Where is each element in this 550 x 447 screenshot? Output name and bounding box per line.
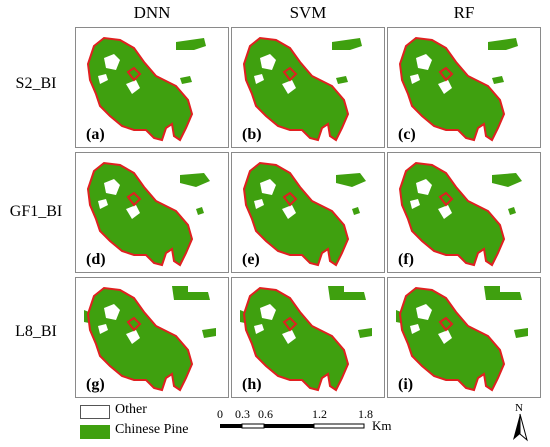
row-header-s2-bi: S2_BI	[15, 75, 57, 92]
panel-label: (d)	[86, 251, 106, 268]
scale-tick-1-8: 1.8	[358, 407, 373, 421]
panel-label: (a)	[86, 126, 105, 143]
scale-unit: Km	[372, 418, 392, 433]
scale-tick-0: 0	[217, 407, 223, 421]
column-header-svm: SVM	[289, 3, 327, 22]
legend-swatch-pine	[80, 425, 110, 439]
map-panel-e: (e)	[231, 152, 385, 273]
scale-tick-1-2: 1.2	[312, 407, 327, 421]
scale-tick-0-6: 0.6	[258, 407, 273, 421]
map-panel-d: (d)	[75, 152, 229, 273]
map-panel-f: (f)	[387, 152, 541, 273]
panel-label: (h)	[242, 376, 262, 393]
panel-label: (g)	[86, 376, 105, 393]
scale-tick-0-3: 0.3	[235, 407, 250, 421]
map-panel-h: (h)	[231, 277, 385, 398]
column-header-dnn: DNN	[133, 3, 171, 22]
map-panel-a: (a)	[75, 27, 229, 148]
panel-label: (i)	[398, 376, 414, 393]
map-panel-b: (b)	[231, 27, 385, 148]
panel-label: (b)	[242, 126, 262, 143]
scale-bar: 0 0.3 0.6 1.2 1.8 Km	[217, 407, 392, 433]
panel-label: (c)	[398, 126, 416, 143]
legend-label-pine: Chinese Pine	[115, 422, 189, 437]
map-panel-i: (i)	[387, 277, 541, 398]
row-header-l8-bi: L8_BI	[15, 323, 57, 340]
north-label: N	[515, 402, 523, 414]
north-arrow-icon: N	[513, 402, 528, 442]
row-header-gf1-bi: GF1_BI	[9, 203, 63, 220]
panel-label: (f)	[398, 251, 414, 268]
panel-label: (e)	[242, 251, 260, 268]
column-header-rf: RF	[453, 3, 475, 22]
map-panel-c: (c)	[387, 27, 541, 148]
legend-label-other: Other	[115, 402, 147, 417]
map-panel-g: (g)	[75, 277, 229, 398]
legend-swatch-other	[80, 405, 110, 419]
